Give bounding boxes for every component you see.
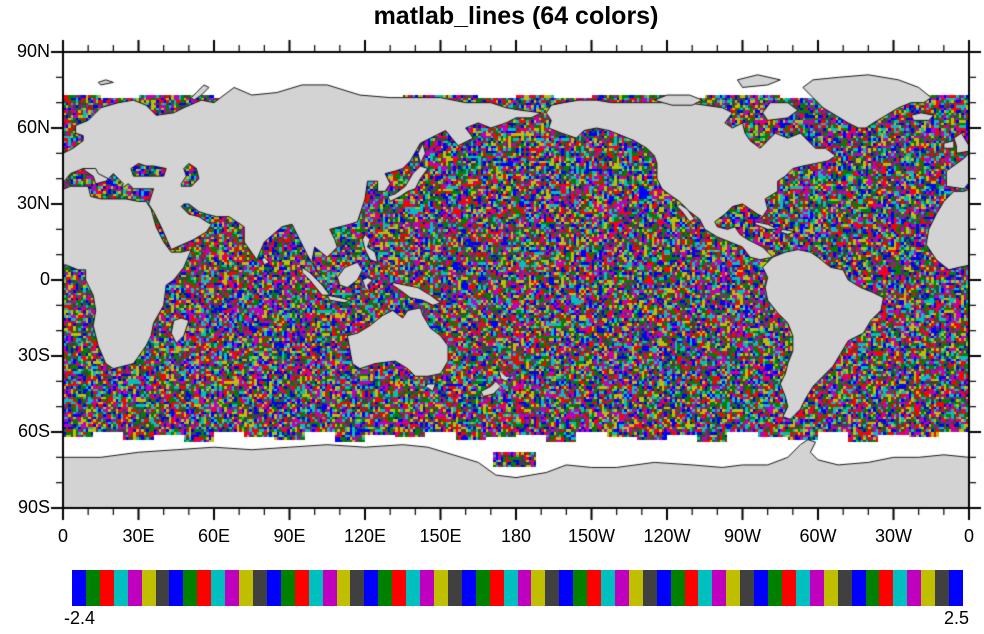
plot-title: matlab_lines (64 colors) <box>373 2 659 30</box>
colorbar-segment <box>420 570 434 606</box>
lon-tick-label: 150W <box>567 526 616 546</box>
lon-tick-label: 180 <box>500 526 532 546</box>
colorbar-segment <box>893 570 908 606</box>
colorbar-segment <box>489 570 504 606</box>
colorbar-segment <box>545 570 560 606</box>
lon-tick-label: 90W <box>723 526 761 546</box>
colorbar-segment <box>392 570 407 606</box>
colorbar-segment <box>740 570 755 606</box>
colorbar-segment <box>503 570 518 606</box>
colorbar-segment <box>754 570 769 606</box>
colorbar-segment <box>601 570 615 606</box>
colorbar-segment <box>322 570 337 606</box>
colorbar-segment <box>266 570 281 606</box>
colorbar-segment <box>837 570 852 606</box>
colorbar-segment <box>559 570 574 606</box>
colorbar-segment <box>949 570 963 606</box>
colorbar-max-label: 2.5 <box>944 608 970 628</box>
colorbar-segment <box>378 570 393 606</box>
colorbar-segment <box>294 570 309 606</box>
colorbar-segment <box>461 570 476 606</box>
lat-tick-label: 60N <box>16 117 50 137</box>
colorbar-segment <box>782 570 796 606</box>
colorbar-segment <box>475 570 490 606</box>
colorbar-segment <box>99 570 114 606</box>
colorbar-segment <box>113 570 128 606</box>
colorbar-segment <box>768 570 783 606</box>
lon-tick-label: 120E <box>343 526 387 546</box>
colorbar-segment <box>614 570 629 606</box>
lat-tick-label: 60S <box>17 421 50 441</box>
colorbar-segment <box>85 570 100 606</box>
colorbar-segment <box>879 570 894 606</box>
colorbar-segment <box>698 570 713 606</box>
colorbar-segment <box>809 570 824 606</box>
colorbar-segment <box>907 570 922 606</box>
colorbar-segment <box>573 570 588 606</box>
lat-tick-label: 30N <box>16 193 50 213</box>
colorbar-segment <box>587 570 602 606</box>
colorbar-segment <box>726 570 741 606</box>
colorbar-segment <box>517 570 532 606</box>
lon-tick-label: 0 <box>963 526 974 546</box>
colorbar-segment <box>656 570 671 606</box>
colorbar-segment <box>684 570 699 606</box>
colorbar-segment <box>280 570 295 606</box>
lon-tick-label: 60E <box>197 526 231 546</box>
lat-tick-label: 90S <box>17 497 50 517</box>
lon-tick-label: 150E <box>419 526 462 546</box>
colorbar-segment <box>670 570 685 606</box>
colorbar-segment <box>628 570 643 606</box>
colorbar-segment <box>406 570 421 606</box>
lat-tick-label: 0 <box>39 269 50 289</box>
colorbar-segment <box>169 570 184 606</box>
colorbar-segment <box>225 570 240 606</box>
colorbar-segment <box>795 570 810 606</box>
colorbar-segment <box>433 570 448 606</box>
colorbar-segment <box>823 570 838 606</box>
colorbar-segment <box>197 570 212 606</box>
colorbar-segment <box>72 570 86 606</box>
lon-tick-label: 0 <box>57 526 68 546</box>
colorbar-segment <box>712 570 727 606</box>
colorbar-segment <box>642 570 657 606</box>
colorbar-segment <box>252 570 267 606</box>
colorbar-segment <box>141 570 156 606</box>
colorbar-segment <box>865 570 880 606</box>
lat-tick-label: 30S <box>17 345 50 365</box>
colorbar-min-label: -2.4 <box>64 608 96 628</box>
colorbar-segment <box>364 570 379 606</box>
colorbar-segment <box>851 570 866 606</box>
colorbar-segment <box>308 570 323 606</box>
colorbar-segment <box>447 570 462 606</box>
colorbar-segment <box>155 570 170 606</box>
lon-tick-label: 60W <box>799 526 837 546</box>
colorbar <box>72 570 963 606</box>
colorbar-segment <box>935 570 950 606</box>
lat-tick-label: 90N <box>16 41 50 61</box>
lon-tick-label: 120W <box>643 526 691 546</box>
lon-tick-label: 30E <box>122 526 155 546</box>
colorbar-segment <box>127 570 142 606</box>
colorbar-segment <box>531 570 546 606</box>
colorbar-segment <box>921 570 936 606</box>
colorbar-segment <box>350 570 365 606</box>
colorbar-segment <box>336 570 351 606</box>
colorbar-segment <box>183 570 198 606</box>
colorbar-segment <box>239 570 253 606</box>
lon-tick-label: 30W <box>874 526 912 546</box>
colorbar-segment <box>211 570 226 606</box>
lon-tick-label: 90E <box>273 526 306 546</box>
